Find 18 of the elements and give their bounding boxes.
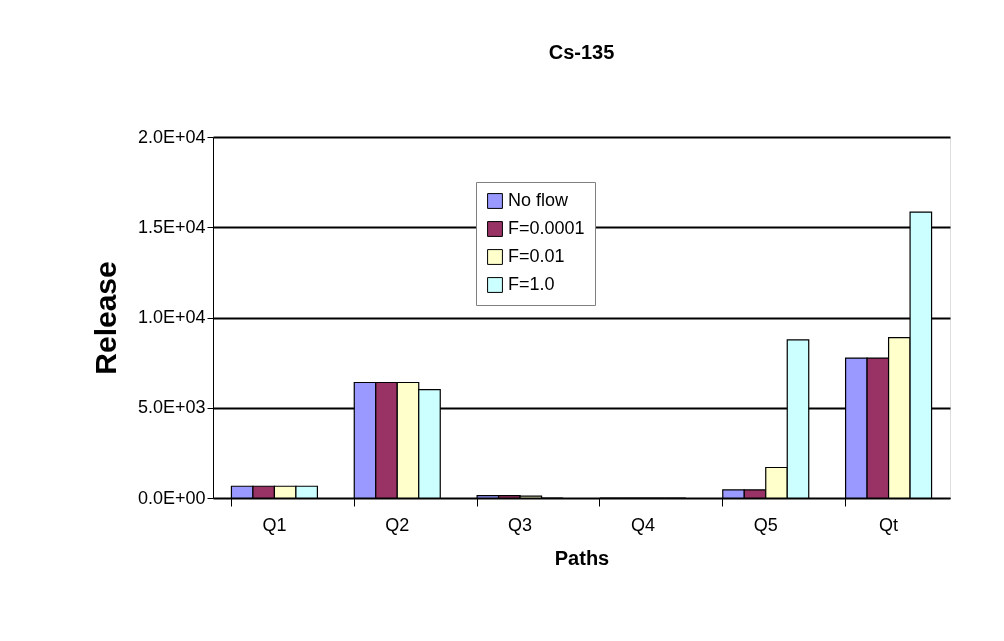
legend-label: F=0.01 [508, 246, 565, 266]
legend-label: F=0.0001 [508, 218, 585, 238]
x-tick-label: Q4 [630, 514, 655, 535]
y-tick-label: 1.0E+04 [137, 307, 206, 327]
legend-label: No flow [508, 190, 570, 210]
legend-label: F=1.0 [508, 274, 555, 294]
x-tick-label: Q3 [508, 514, 533, 535]
x-tick-label: Q2 [385, 514, 410, 535]
chart-title: Cs-135 [548, 41, 615, 63]
y-tick-label: 0.0E+00 [137, 487, 206, 508]
x-tick-label: Q5 [753, 514, 778, 535]
x-axis-title: Paths [554, 546, 610, 569]
y-tick-label: 1.5E+04 [137, 216, 206, 237]
y-tick-label: 5.0E+03 [137, 397, 206, 418]
x-tick-label: Q1 [262, 514, 287, 535]
y-axis-title: Release [88, 261, 122, 375]
y-tick-label: 2.0E+04 [137, 126, 206, 147]
x-tick-label: Qt [879, 514, 899, 535]
